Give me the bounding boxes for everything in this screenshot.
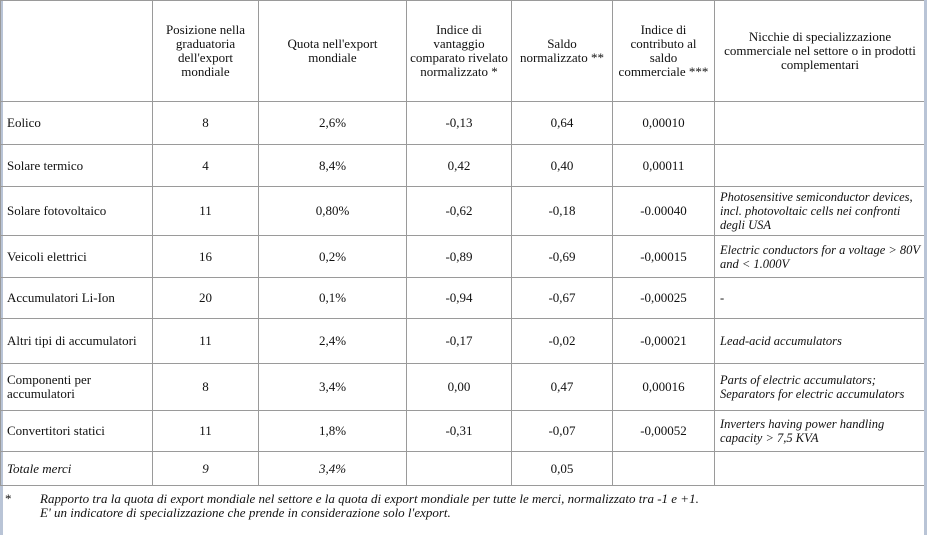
cell-sector: Eolico	[0, 101, 153, 145]
cell-niche: Photosensitive semiconductor devices, in…	[714, 186, 926, 236]
cell-niche: Lead-acid accumulators	[714, 318, 926, 364]
cell-sector: Altri tipi di accumulatori	[0, 318, 153, 364]
cell-balance: -0,07	[511, 410, 613, 452]
cell-position-total: 9	[152, 451, 259, 486]
table-row: Solare termico 4 8,4% 0,42 0,40 0,00011	[0, 144, 926, 187]
cell-rca: 0,00	[406, 363, 512, 411]
cell-sector: Solare termico	[0, 144, 153, 187]
header-rca: Indice di vantaggio comparato rivelato n…	[406, 0, 512, 102]
cell-balance: -0,67	[511, 277, 613, 319]
cell-niche-total	[714, 451, 926, 486]
cell-position: 11	[152, 318, 259, 364]
cell-position: 11	[152, 186, 259, 236]
cell-position: 16	[152, 235, 259, 278]
footnote: * Rapporto tra la quota di export mondia…	[0, 492, 927, 506]
cell-contribution-total	[612, 451, 715, 486]
cell-position: 8	[152, 101, 259, 145]
cell-share: 0,1%	[258, 277, 407, 319]
cell-rca: -0,94	[406, 277, 512, 319]
table-row: Accumulatori Li-Ion 20 0,1% -0,94 -0,67 …	[0, 277, 926, 319]
cell-rca: -0,13	[406, 101, 512, 145]
footnote-text: Rapporto tra la quota di export mondiale…	[40, 491, 699, 506]
header-sector	[0, 0, 153, 102]
cell-share: 3,4%	[258, 363, 407, 411]
footnote-mark: *	[5, 491, 12, 506]
cell-sector: Solare fotovoltaico	[0, 186, 153, 236]
header-contribution: Indice di contributo al saldo commercial…	[612, 0, 715, 102]
cell-share: 8,4%	[258, 144, 407, 187]
table-row: Eolico 8 2,6% -0,13 0,64 0,00010	[0, 101, 926, 145]
cell-sector: Convertitori statici	[0, 410, 153, 452]
cell-niche: -	[714, 277, 926, 319]
cell-contribution: -0,00021	[612, 318, 715, 364]
cell-balance: 0,47	[511, 363, 613, 411]
cell-share-total: 3,4%	[258, 451, 407, 486]
cell-rca: -0,31	[406, 410, 512, 452]
cell-share: 1,8%	[258, 410, 407, 452]
cell-niche: Electric conductors for a voltage > 80V …	[714, 235, 926, 278]
header-niche: Nicchie di specializzazione commerciale …	[714, 0, 926, 102]
cell-position: 4	[152, 144, 259, 187]
total-row: Totale merci 9 3,4% 0,05	[0, 451, 926, 486]
cell-balance: 0,40	[511, 144, 613, 187]
right-window-edge	[924, 0, 927, 535]
header-position: Posizione nella graduatoria dell'export …	[152, 0, 259, 102]
cell-position: 11	[152, 410, 259, 452]
export-specialization-table: Posizione nella graduatoria dell'export …	[0, 0, 926, 486]
header-balance: Saldo normalizzato **	[511, 0, 613, 102]
cell-contribution: -0.00040	[612, 186, 715, 236]
cell-position: 8	[152, 363, 259, 411]
footnote-text: E' un indicatore di specializzazione che…	[40, 505, 451, 520]
cell-contribution: -0,00015	[612, 235, 715, 278]
cell-balance: -0,69	[511, 235, 613, 278]
footnotes: * Rapporto tra la quota di export mondia…	[0, 492, 927, 520]
header-row: Posizione nella graduatoria dell'export …	[0, 0, 926, 102]
cell-balance-total: 0,05	[511, 451, 613, 486]
table-row: Componenti per accumulatori 8 3,4% 0,00 …	[0, 363, 926, 411]
table-row: Veicoli elettrici 16 0,2% -0,89 -0,69 -0…	[0, 235, 926, 278]
cell-sector: Componenti per accumulatori	[0, 363, 153, 411]
cell-share: 2,4%	[258, 318, 407, 364]
table-row: Convertitori statici 11 1,8% -0,31 -0,07…	[0, 410, 926, 452]
cell-balance: -0,18	[511, 186, 613, 236]
cell-sector-total: Totale merci	[0, 451, 153, 486]
footnote: E' un indicatore di specializzazione che…	[0, 506, 927, 520]
cell-rca: -0,17	[406, 318, 512, 364]
cell-position: 20	[152, 277, 259, 319]
cell-contribution: -0,00025	[612, 277, 715, 319]
cell-balance: 0,64	[511, 101, 613, 145]
cell-sector: Accumulatori Li-Ion	[0, 277, 153, 319]
cell-sector: Veicoli elettrici	[0, 235, 153, 278]
cell-rca: 0,42	[406, 144, 512, 187]
cell-niche: Inverters having power handling capacity…	[714, 410, 926, 452]
cell-contribution: 0,00016	[612, 363, 715, 411]
cell-contribution: 0,00011	[612, 144, 715, 187]
cell-niche	[714, 101, 926, 145]
cell-contribution: -0,00052	[612, 410, 715, 452]
cell-share: 0,80%	[258, 186, 407, 236]
cell-niche: Parts of electric accumulators; Separato…	[714, 363, 926, 411]
cell-share: 2,6%	[258, 101, 407, 145]
table-row: Altri tipi di accumulatori 11 2,4% -0,17…	[0, 318, 926, 364]
table-row: Solare fotovoltaico 11 0,80% -0,62 -0,18…	[0, 186, 926, 236]
cell-rca: -0,89	[406, 235, 512, 278]
cell-balance: -0,02	[511, 318, 613, 364]
header-share: Quota nell'export mondiale	[258, 0, 407, 102]
cell-rca: -0,62	[406, 186, 512, 236]
cell-rca-total	[406, 451, 512, 486]
cell-share: 0,2%	[258, 235, 407, 278]
cell-contribution: 0,00010	[612, 101, 715, 145]
cell-niche	[714, 144, 926, 187]
